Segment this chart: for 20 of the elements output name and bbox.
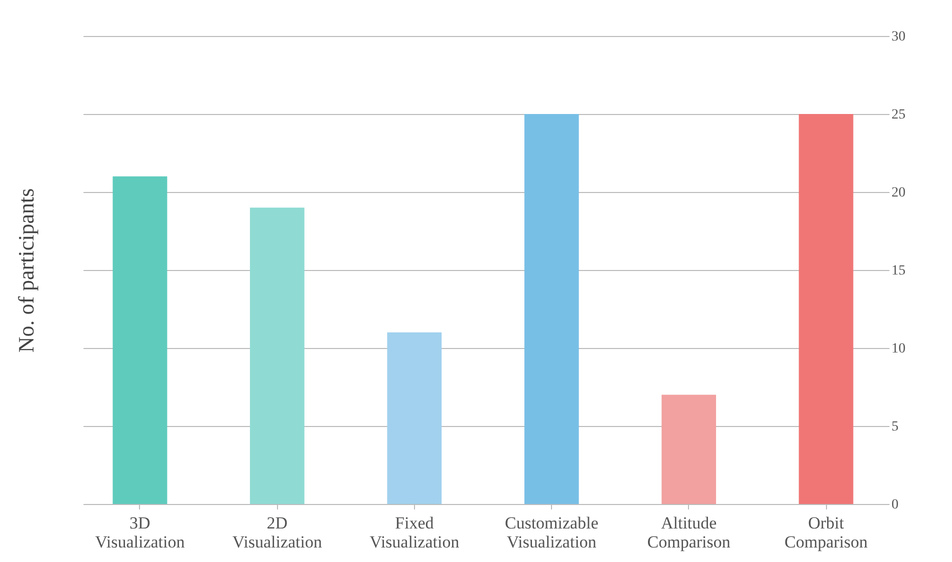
y-tick-label: 10	[892, 342, 906, 356]
x-tick-label: Customizable Visualization	[504, 514, 598, 552]
bar	[662, 394, 716, 504]
bar	[524, 114, 579, 504]
y-tick-label: 5	[892, 420, 898, 434]
bar	[798, 114, 854, 504]
x-tick-label: 3D Visualization	[95, 514, 186, 552]
y-tick-label: 20	[892, 186, 906, 200]
bar	[387, 332, 442, 504]
y-tick-label: 30	[892, 30, 906, 44]
bar	[112, 176, 168, 504]
x-tick-label: Fixed Visualization	[370, 514, 460, 552]
y-axis-title: No. of participants	[14, 188, 38, 353]
y-tick-label: 15	[892, 264, 906, 278]
bar	[250, 208, 304, 504]
y-tick-label: 0	[892, 498, 898, 512]
x-tick-label: Orbit Comparison	[784, 514, 868, 552]
x-tick-label: Altitude Comparison	[647, 514, 731, 552]
x-tick-label: 2D Visualization	[232, 514, 322, 552]
y-tick-label: 25	[892, 108, 906, 122]
